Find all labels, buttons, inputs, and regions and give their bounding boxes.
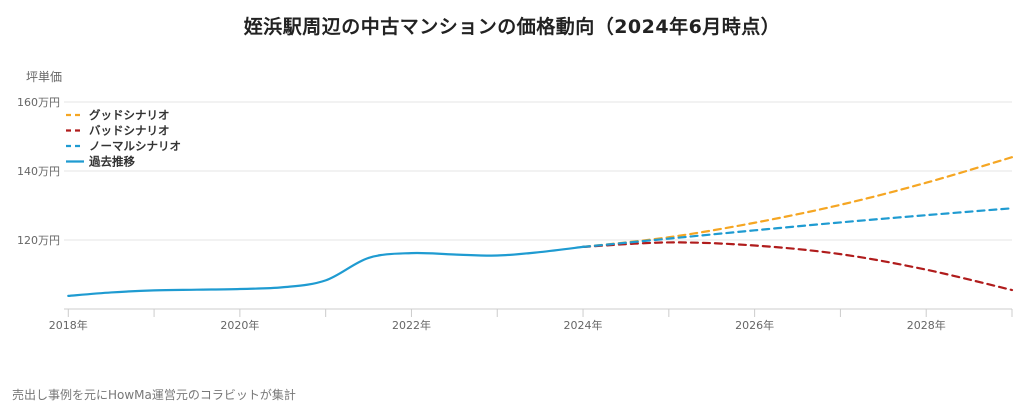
legend-label-bad-scenario: バッドシナリオ: [89, 124, 170, 138]
series-line-historical: [67, 245, 585, 297]
y-tick-label: 140万円: [17, 165, 60, 178]
y-tick-label: 160万円: [17, 96, 60, 109]
x-tick-label: 2022年: [392, 318, 431, 332]
x-tick-label: 2020年: [220, 318, 259, 332]
legend-label-good-scenario: グッドシナリオ: [89, 108, 170, 122]
series-line-bad-scenario: [581, 241, 1014, 292]
source-note: 売出し事例を元にHowMa運営元のコラビットが集計: [12, 388, 296, 402]
series-line-normal-scenario: [581, 207, 1014, 248]
y-tick-label: 120万円: [17, 234, 60, 247]
x-tick-label: 2024年: [564, 318, 603, 332]
legend-label-historical: 過去推移: [88, 155, 135, 169]
x-tick-label: 2018年: [49, 318, 88, 332]
legend-label-normal-scenario: ノーマルシナリオ: [89, 139, 181, 153]
y-axis-label: 坪単価: [26, 70, 63, 84]
chart-title: 姪浜駅周辺の中古マンションの価格動向（2024年6月時点）: [243, 16, 781, 38]
line-chart: 120万円 140万円 160万円 2018年 2020年 2022年 2024年 2026年…: [17, 96, 1014, 332]
x-tick-label: 2026年: [735, 318, 774, 332]
x-tick-label: 2028年: [907, 318, 946, 332]
